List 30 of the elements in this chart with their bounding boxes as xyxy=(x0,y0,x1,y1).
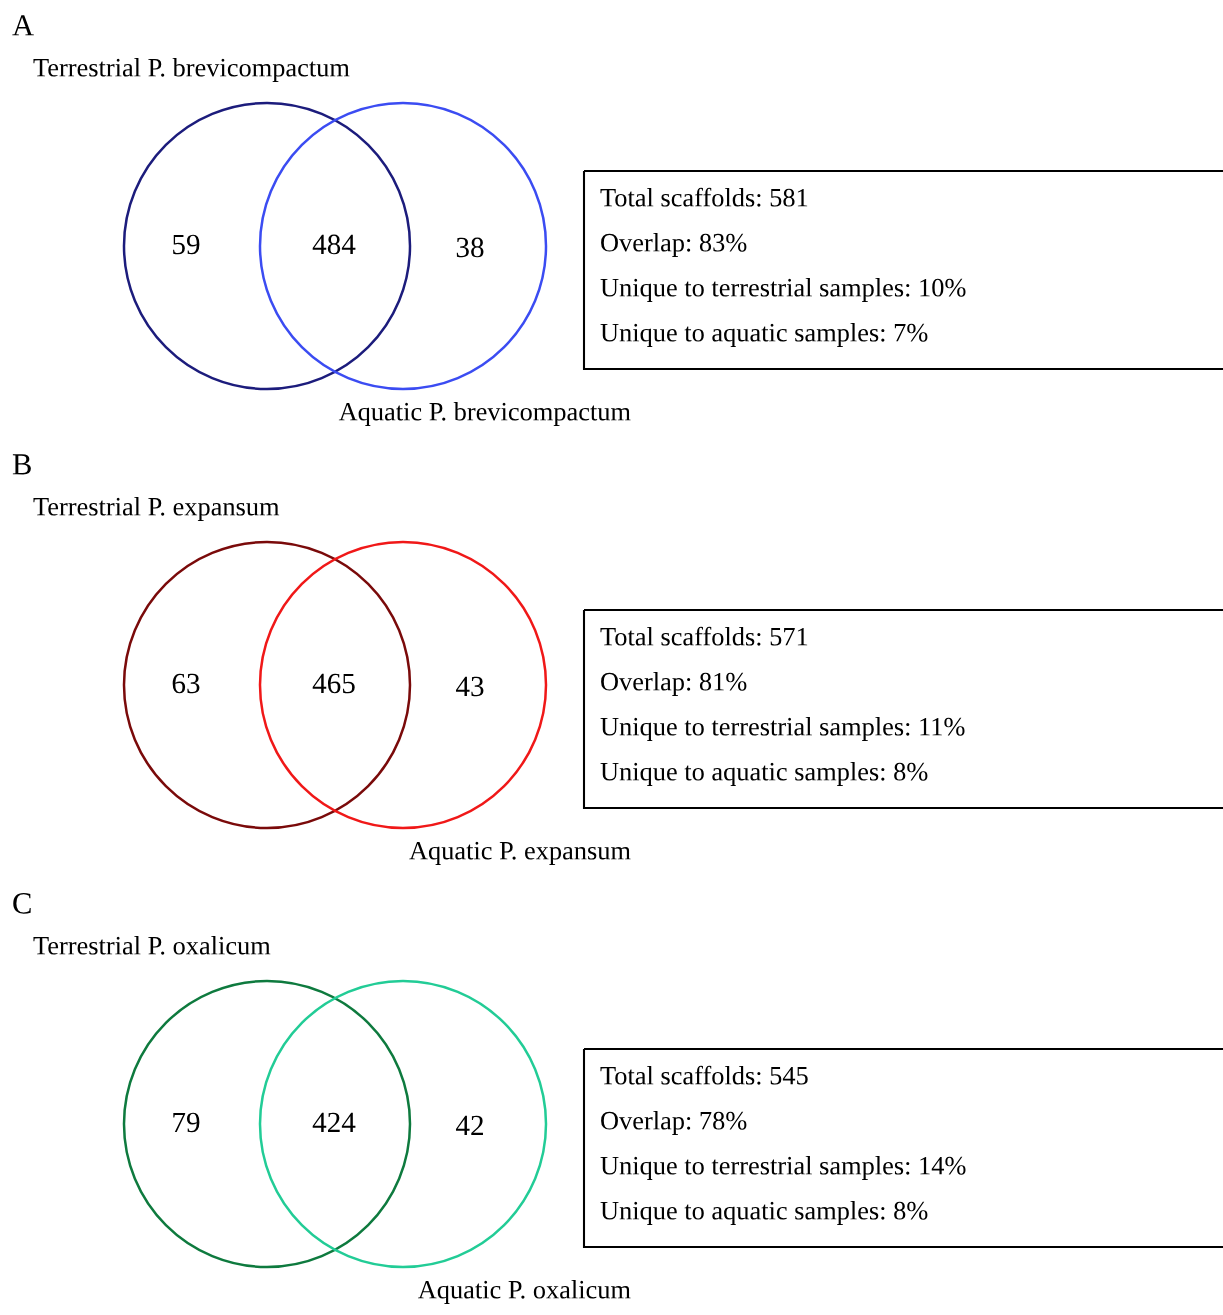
data-label: 59 xyxy=(173,234,200,255)
text: Overlap: 83% xyxy=(601,233,747,257)
text: Unique to aquatic samples: 8% xyxy=(600,1201,928,1225)
text: Overlap: 78% xyxy=(601,1111,747,1135)
text: Overlap: 81% xyxy=(601,672,747,696)
text: Terrestrial P. brevicompactum xyxy=(33,58,350,82)
text: Unique to terrestrial samples: 14% xyxy=(600,1156,966,1180)
data-label: 465 xyxy=(312,673,355,694)
text: Aquatic P. brevicompactum xyxy=(338,402,631,426)
data-label: 42 xyxy=(455,1115,483,1136)
data-label: 63 xyxy=(172,673,200,694)
text: Unique to terrestrial samples: 10% xyxy=(600,278,966,302)
data-label: 79 xyxy=(173,1112,200,1133)
text: Total scaffolds: 581 xyxy=(600,187,808,207)
data-label: 43 xyxy=(455,676,484,697)
data-label: 38 xyxy=(456,237,484,258)
text: Unique to aquatic samples: 8% xyxy=(600,762,928,786)
text: Unique to terrestrial samples: 11% xyxy=(600,717,965,741)
text: Terrestrial P. oxalicum xyxy=(33,936,271,955)
text: Total scaffolds: 545 xyxy=(600,1065,808,1085)
text: B xyxy=(12,454,31,475)
text: C xyxy=(13,893,31,914)
text: Total scaffolds: 571 xyxy=(600,626,808,646)
text: Terrestrial P. expansum xyxy=(33,497,280,521)
data-label: 484 xyxy=(312,234,356,255)
data-label: 424 xyxy=(312,1112,356,1133)
text: Aquatic P. oxalicum xyxy=(417,1280,631,1304)
text: Aquatic P. expansum xyxy=(409,841,631,865)
text: Unique to aquatic samples: 7% xyxy=(600,323,928,347)
text: A xyxy=(12,15,34,36)
